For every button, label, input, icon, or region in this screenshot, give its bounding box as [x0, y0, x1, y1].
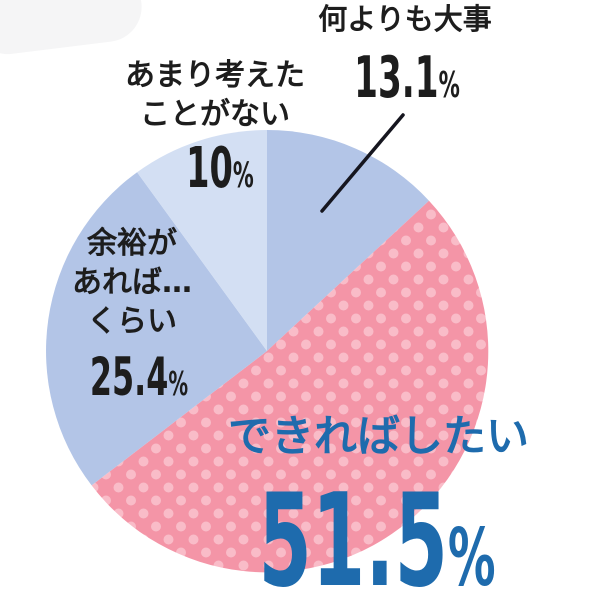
percent-sign: % [232, 156, 254, 196]
slice-value-dekireba-shitai: 51.5% [257, 478, 497, 599]
pie-slice-amari-kangaeta [137, 130, 267, 351]
value-number: 10 [186, 136, 233, 201]
slice-value-yoyu-ga-areba: 25.4% [19, 351, 259, 404]
pie-slice-yoyu-ga-areba [46, 172, 267, 486]
slice-label-dekireba-shitai: できればしたい [228, 412, 529, 462]
pie-slice-naniyorimo-daiji [267, 130, 429, 351]
label-line-3: くらい [87, 304, 177, 339]
value-number: 51.5 [258, 467, 448, 599]
slice-label-naniyorimo-daiji: 何よりも大事 [318, 2, 492, 36]
percent-sign: % [447, 511, 496, 599]
slice-label-amari-kangaeta: あまり考えた ことがない [65, 56, 365, 134]
percent-sign: % [168, 364, 189, 403]
slice-label-yoyu-ga-areba: 余裕が あれば… くらい [0, 224, 282, 341]
label-line-2: ことがない [140, 97, 290, 132]
pie-slice-dekireba-shitai [91, 200, 489, 573]
value-number: 13.1 [354, 45, 439, 111]
percent-sign: % [438, 65, 460, 106]
label-line-1: 余裕が [87, 226, 177, 261]
label-line-2: あれば… [72, 265, 192, 300]
label-line-1: あまり考えた [125, 58, 305, 93]
slice-value-naniyorimo-daiji: 13.1% [287, 50, 527, 107]
callout-line [320, 113, 405, 213]
slice-value-amari-kangaeta: 10% [100, 141, 340, 197]
value-number: 25.4 [89, 347, 169, 408]
